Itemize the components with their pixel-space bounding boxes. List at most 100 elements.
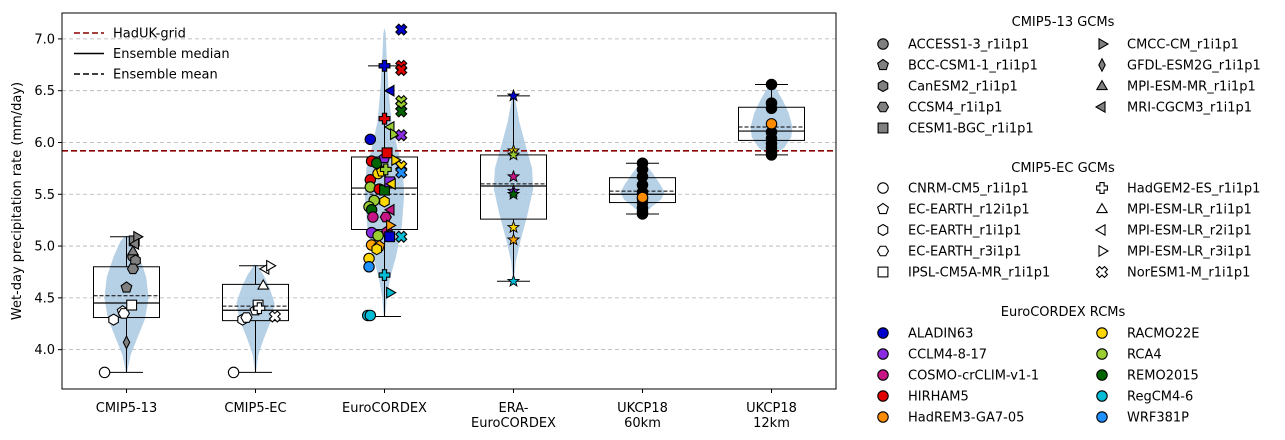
y-tick-label: 7.0 <box>34 32 55 47</box>
legend-marker <box>877 266 889 278</box>
data-point <box>765 102 778 115</box>
data-point <box>395 166 408 179</box>
legend-item-label: EC-EARTH_r12i1p1 <box>908 203 1030 218</box>
legend-marker <box>877 122 889 134</box>
x-tick-label-line: 60km <box>624 416 661 431</box>
data-point <box>765 149 778 161</box>
y-axis-label: Wet-day precipitation rate (mm/day) <box>10 82 25 320</box>
data-point <box>506 274 521 288</box>
data-point <box>364 309 377 322</box>
legend-line-label: Ensemble mean <box>113 68 218 83</box>
data-point <box>386 286 397 299</box>
legend-title: EuroCORDEX RCMs <box>1001 305 1126 320</box>
data-point <box>108 313 119 326</box>
data-point <box>395 23 408 36</box>
x-shape <box>395 230 408 243</box>
legend-item-label: COSMO-crCLIM-v1-1 <box>908 369 1039 384</box>
data-point <box>266 259 277 272</box>
x-tick-label-line: CMIP5-13 <box>96 401 157 416</box>
data-point <box>506 147 521 161</box>
legend-item-label: EC-EARTH_r1i1p1 <box>908 224 1021 239</box>
data-point <box>371 157 383 169</box>
data-point <box>506 220 521 234</box>
legend-item-label: CanESM2_r1i1p1 <box>908 80 1018 95</box>
legend-item-label: HIRHAM5 <box>908 390 969 405</box>
data-point <box>765 78 778 91</box>
legend-marker <box>1095 202 1109 214</box>
data-point <box>268 310 282 323</box>
x-shape <box>395 23 408 36</box>
data-point <box>383 84 395 97</box>
box-iqr <box>222 283 289 322</box>
legend-item-label: MPI-ESM-MR_r1i1p1 <box>1127 80 1256 95</box>
data-point <box>122 334 131 350</box>
y-tick-label: 5.0 <box>34 240 55 255</box>
legend-item-label: HadREM3-GA7-05 <box>908 411 1024 426</box>
data-point <box>227 366 240 379</box>
x-tick-label-line: CMIP5-EC <box>224 401 286 416</box>
data-point <box>506 187 521 200</box>
data-point <box>381 147 393 159</box>
legend-item-label: GFDL-ESM2G_r1i1p1 <box>1127 59 1261 74</box>
data-point <box>636 208 649 220</box>
legend-marker <box>1095 79 1109 91</box>
legend-marker <box>1094 100 1106 114</box>
data-point <box>395 129 408 142</box>
data-point <box>389 128 401 141</box>
legend-marker <box>1096 390 1108 402</box>
legend-item-label: CESM1-BGC_r1i1p1 <box>908 122 1034 137</box>
legend-item-label: CMCC-CM_r1i1p1 <box>1127 38 1239 53</box>
data-point <box>636 191 649 204</box>
x-tick-label-line: EuroCORDEX <box>342 401 427 416</box>
x-tick-label-line: 12km <box>753 416 790 431</box>
data-point <box>240 312 253 323</box>
x-tick-label: EuroCORDEX <box>342 401 427 416</box>
data-point <box>372 229 384 242</box>
data-point <box>257 278 270 290</box>
plot-area: 4.0 4.5 5.0 5.5 6.0 6.5 7.0 CMIP5-13 CMIP5-EC Eur… <box>34 12 837 431</box>
legend-marker <box>877 182 889 194</box>
legend-item-label: HadGEM2-ES_r1i1p1 <box>1127 182 1260 197</box>
legend-marker <box>876 101 890 113</box>
legend-cmip5-13: CMIP5-13 GCMs ACCESS1-3_r1i1p1 BCC-CSM1-1_… <box>876 15 1261 137</box>
violin-body <box>236 264 275 373</box>
x-tick-label: ERA-EuroCORDEX <box>471 401 556 431</box>
legend-marker <box>1095 265 1109 279</box>
legend-item-label: REMO2015 <box>1127 369 1199 384</box>
data-point <box>379 211 392 223</box>
legend-item-label: IPSL-CM5A-MR_r1i1p1 <box>908 266 1050 281</box>
legend-item-label: RCA4 <box>1127 348 1162 363</box>
data-point <box>765 118 778 130</box>
data-point <box>378 112 391 125</box>
legend-item-label: BCC-CSM1-1_r1i1p1 <box>908 59 1038 74</box>
legend-marker <box>1098 57 1106 73</box>
legend-item-label: WRF381P <box>1127 411 1189 426</box>
legend-item-label: CCSM4_r1i1p1 <box>908 101 1002 116</box>
x-shape <box>395 129 408 142</box>
data-point <box>395 105 408 118</box>
x-tick-label-line: UKCP18 <box>617 401 668 416</box>
legend-item-label: MPI-ESM-LR_r2i1p1 <box>1127 224 1252 239</box>
legend-marker <box>877 58 889 71</box>
x-tick-label-line: ERA- <box>498 401 528 416</box>
legend-marker <box>1096 182 1108 194</box>
y-tick-label: 6.5 <box>34 84 55 99</box>
x-shape <box>395 166 408 179</box>
legend-line-label: Ensemble median <box>113 47 230 62</box>
legend-marker <box>1096 348 1108 360</box>
data-point <box>386 219 397 232</box>
legend-marker <box>1096 369 1108 381</box>
data-point <box>506 169 521 183</box>
data-point <box>385 177 396 191</box>
data-point <box>253 302 266 315</box>
data-point <box>364 133 377 146</box>
legend-item-label: CNRM-CM5_r1i1p1 <box>908 182 1029 197</box>
data-point <box>379 195 390 208</box>
legend-item-label: ALADIN63 <box>908 327 973 342</box>
x-tick-label-line: UKCP18 <box>746 401 797 416</box>
legend-item-label: EC-EARTH_r3i1p1 <box>908 245 1021 260</box>
y-tick-label: 4.5 <box>34 291 55 306</box>
legend-cmip5-ec: CMIP5-EC GCMs CNRM-CM5_r1i1p1 EC-EARTH_r12… <box>876 161 1260 281</box>
line-legend: HadUK-grid Ensemble median Ensemble mean <box>74 27 230 83</box>
